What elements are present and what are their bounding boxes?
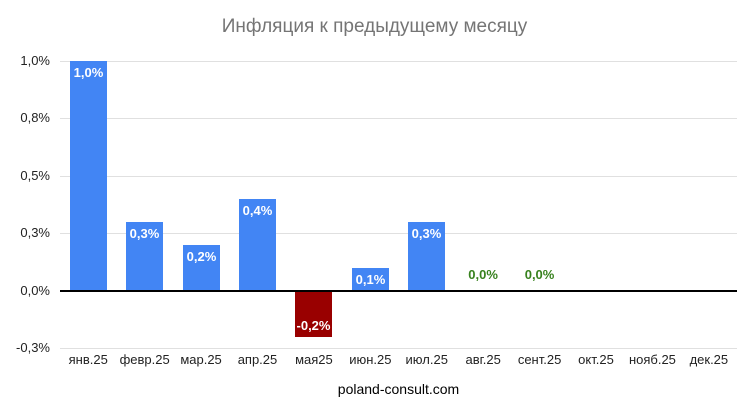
bar-value-label: 1,0% — [73, 65, 104, 80]
bar-февр.25: 0,3% — [126, 222, 163, 291]
y-axis-label: 0,5% — [20, 168, 50, 183]
gridline — [60, 233, 737, 234]
bar-мая25: -0,2% — [295, 291, 332, 337]
bar-value-label: 0,1% — [355, 272, 386, 287]
y-axis-label: -0,3% — [16, 340, 50, 355]
bar-апр.25: 0,4% — [239, 199, 276, 291]
bar-value-label: 0,2% — [186, 249, 217, 264]
x-axis-label-апр.25: апр.25 — [237, 352, 278, 367]
bar-янв.25: 1,0% — [70, 61, 107, 291]
x-axis-label-авг.25: авг.25 — [465, 352, 501, 367]
bar-июн.25: 0,1% — [352, 268, 389, 291]
zero-value-label: 0,0% — [524, 266, 555, 282]
gridline — [60, 176, 737, 177]
x-axis-label-мар.25: мар.25 — [180, 352, 222, 367]
y-axis-label: 0,0% — [20, 283, 50, 298]
x-axis-label-февр.25: февр.25 — [119, 352, 170, 367]
gridline — [60, 348, 737, 349]
bar-value-label: 0,3% — [411, 226, 442, 241]
bar-value-label: 0,4% — [242, 203, 273, 218]
bar-мар.25: 0,2% — [183, 245, 220, 291]
plot-area: 1,0% 0,3% 0,2% 0,4% -0,2% 0,1% 0,3% 0,0% 0,0% — [60, 61, 737, 349]
zero-axis-line — [60, 290, 737, 292]
zero-value-label: 0,0% — [468, 266, 498, 282]
x-axis-label-июл.25: июл.25 — [405, 352, 448, 367]
x-axis-label-мая25: мая25 — [295, 352, 333, 367]
x-axis-label-дек.25: дек.25 — [689, 352, 729, 367]
bar-value-label: -0,2% — [296, 318, 331, 333]
chart-title: Инфляция к предыдущему месяцу — [221, 16, 528, 37]
y-axis-label: 0,8% — [20, 110, 50, 125]
x-axis-label-нояб.25: нояб.25 — [628, 352, 676, 367]
y-axis-label: 1,0% — [20, 53, 50, 68]
gridline — [60, 118, 737, 119]
bar-value-label: 0,3% — [129, 226, 160, 241]
x-axis-label-июн.25: июн.25 — [349, 352, 392, 367]
x-axis: янв.25 февр.25 мар.25 апр.25 мая25 июн.25 июл.… — [60, 352, 737, 367]
x-axis-label-сент.25: сент.25 — [517, 352, 562, 367]
x-axis-label-окт.25: окт.25 — [578, 352, 614, 367]
gridline — [60, 61, 737, 62]
source-label: poland-consult.com — [337, 381, 460, 397]
y-axis-label: 0,3% — [20, 225, 50, 240]
bar-июл.25: 0,3% — [408, 222, 445, 291]
x-axis-label-янв.25: янв.25 — [68, 352, 108, 367]
